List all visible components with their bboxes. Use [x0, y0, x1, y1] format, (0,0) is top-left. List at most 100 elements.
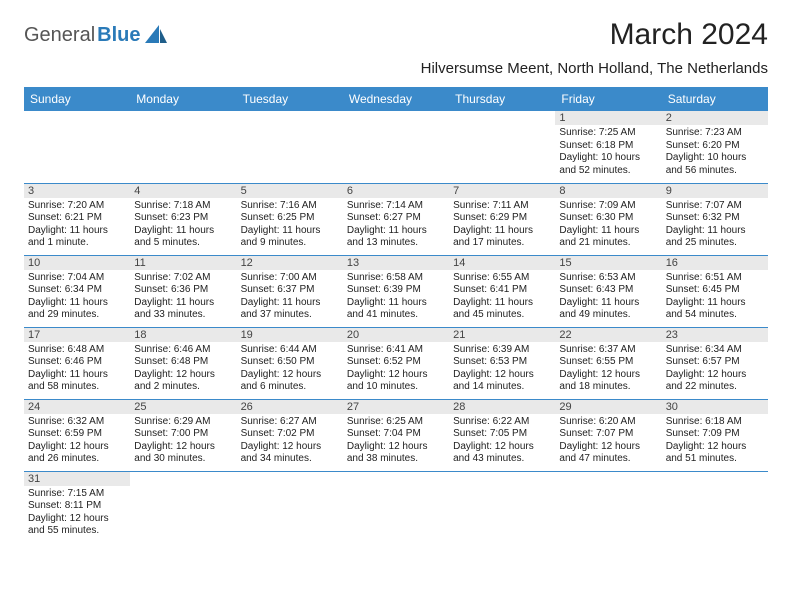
- calendar-cell: 2Sunrise: 7:23 AMSunset: 6:20 PMDaylight…: [662, 111, 768, 183]
- calendar-cell: 5 Sunrise: 7:16 AMSunset: 6:25 PMDaylight…: [237, 183, 343, 255]
- day-detail: Sunrise: 6:51 AMSunset: 6:45 PMDaylight:…: [666, 272, 764, 322]
- calendar-body: 1 Sunrise: 7:25 AMSunset: 6:18 PMDaylight…: [24, 111, 768, 543]
- day-number: 20: [343, 328, 449, 342]
- calendar-cell: 26 Sunrise: 6:27 AMSunset: 7:02 PMDayligh…: [237, 399, 343, 471]
- day-number: 26: [237, 400, 343, 414]
- calendar-cell: 19 Sunrise: 6:44 AMSunset: 6:50 PMDayligh…: [237, 327, 343, 399]
- calendar-cell: [237, 111, 343, 183]
- calendar-cell: 18 Sunrise: 6:46 AMSunset: 6:48 PMDayligh…: [130, 327, 236, 399]
- day-detail: Sunrise: 6:39 AMSunset: 6:53 PMDaylight:…: [453, 344, 551, 394]
- calendar-cell: [449, 471, 555, 543]
- calendar-cell: 14Sunrise: 6:55 AMSunset: 6:41 PMDayligh…: [449, 255, 555, 327]
- day-number: 4: [130, 184, 236, 198]
- day-number: 17: [24, 328, 130, 342]
- day-number: 12: [237, 256, 343, 270]
- day-detail: Sunrise: 7:04 AMSunset: 6:34 PMDaylight:…: [28, 272, 126, 322]
- day-detail: Sunrise: 6:46 AMSunset: 6:48 PMDaylight:…: [134, 344, 232, 394]
- day-detail: Sunrise: 7:07 AMSunset: 6:32 PMDaylight:…: [666, 200, 764, 250]
- logo-text-general: General: [24, 24, 95, 47]
- day-number: 1: [555, 111, 661, 125]
- day-number: 28: [449, 400, 555, 414]
- calendar-cell: 3 Sunrise: 7:20 AMSunset: 6:21 PMDaylight…: [24, 183, 130, 255]
- day-header: Friday: [555, 87, 661, 111]
- day-detail: Sunrise: 6:44 AMSunset: 6:50 PMDaylight:…: [241, 344, 339, 394]
- title-block: March 2024 Hilversumse Meent, North Holl…: [421, 18, 768, 83]
- day-detail: Sunrise: 6:41 AMSunset: 6:52 PMDaylight:…: [347, 344, 445, 394]
- calendar-cell: [555, 471, 661, 543]
- day-detail: Sunrise: 7:00 AMSunset: 6:37 PMDaylight:…: [241, 272, 339, 322]
- day-detail: Sunrise: 7:18 AMSunset: 6:23 PMDaylight:…: [134, 200, 232, 250]
- calendar-cell: 31 Sunrise: 7:15 AMSunset: 8:11 PMDayligh…: [24, 471, 130, 543]
- day-detail: Sunrise: 6:32 AMSunset: 6:59 PMDaylight:…: [28, 416, 126, 466]
- day-detail: Sunrise: 7:15 AMSunset: 8:11 PMDaylight:…: [28, 488, 126, 538]
- day-detail: Sunrise: 7:02 AMSunset: 6:36 PMDaylight:…: [134, 272, 232, 322]
- logo: General Blue: [24, 24, 167, 47]
- calendar-cell: 29Sunrise: 6:20 AMSunset: 7:07 PMDayligh…: [555, 399, 661, 471]
- calendar-cell: 10 Sunrise: 7:04 AMSunset: 6:34 PMDayligh…: [24, 255, 130, 327]
- day-number: 5: [237, 184, 343, 198]
- day-detail: Sunrise: 6:58 AMSunset: 6:39 PMDaylight:…: [347, 272, 445, 322]
- calendar-cell: 9 Sunrise: 7:07 AMSunset: 6:32 PMDaylight…: [662, 183, 768, 255]
- calendar-cell: [130, 111, 236, 183]
- day-number: 8: [555, 184, 661, 198]
- day-detail: Sunrise: 7:25 AMSunset: 6:18 PMDaylight:…: [559, 127, 657, 177]
- calendar-cell: 6Sunrise: 7:14 AMSunset: 6:27 PMDaylight…: [343, 183, 449, 255]
- calendar-cell: [343, 111, 449, 183]
- location-subtitle: Hilversumse Meent, North Holland, The Ne…: [421, 60, 768, 77]
- day-number: 23: [662, 328, 768, 342]
- day-detail: Sunrise: 6:34 AMSunset: 6:57 PMDaylight:…: [666, 344, 764, 394]
- day-number: 25: [130, 400, 236, 414]
- day-detail: Sunrise: 6:18 AMSunset: 7:09 PMDaylight:…: [666, 416, 764, 466]
- logo-text-blue: Blue: [97, 24, 140, 47]
- day-number: 7: [449, 184, 555, 198]
- calendar-cell: 4 Sunrise: 7:18 AMSunset: 6:23 PMDaylight…: [130, 183, 236, 255]
- day-number: 3: [24, 184, 130, 198]
- day-detail: Sunrise: 6:27 AMSunset: 7:02 PMDaylight:…: [241, 416, 339, 466]
- day-number: 30: [662, 400, 768, 414]
- day-detail: Sunrise: 7:20 AMSunset: 6:21 PMDaylight:…: [28, 200, 126, 250]
- day-detail: Sunrise: 7:16 AMSunset: 6:25 PMDaylight:…: [241, 200, 339, 250]
- page-header: General Blue March 2024 Hilversumse Meen…: [24, 18, 768, 83]
- calendar-table: SundayMondayTuesdayWednesdayThursdayFrid…: [24, 87, 768, 543]
- calendar-cell: 12 Sunrise: 7:00 AMSunset: 6:37 PMDayligh…: [237, 255, 343, 327]
- calendar-cell: 23 Sunrise: 6:34 AMSunset: 6:57 PMDayligh…: [662, 327, 768, 399]
- day-header: Thursday: [449, 87, 555, 111]
- day-header: Sunday: [24, 87, 130, 111]
- calendar-cell: 27Sunrise: 6:25 AMSunset: 7:04 PMDayligh…: [343, 399, 449, 471]
- day-number: 16: [662, 256, 768, 270]
- day-number: 9: [662, 184, 768, 198]
- calendar-cell: [662, 471, 768, 543]
- day-number: 18: [130, 328, 236, 342]
- day-number: 31: [24, 472, 130, 486]
- calendar-cell: [343, 471, 449, 543]
- day-number: 21: [449, 328, 555, 342]
- day-detail: Sunrise: 7:11 AMSunset: 6:29 PMDaylight:…: [453, 200, 551, 250]
- month-title: March 2024: [421, 18, 768, 52]
- calendar-cell: [237, 471, 343, 543]
- day-detail: Sunrise: 6:29 AMSunset: 7:00 PMDaylight:…: [134, 416, 232, 466]
- day-number: 19: [237, 328, 343, 342]
- calendar-cell: 24Sunrise: 6:32 AMSunset: 6:59 PMDayligh…: [24, 399, 130, 471]
- calendar-cell: 20 Sunrise: 6:41 AMSunset: 6:52 PMDayligh…: [343, 327, 449, 399]
- day-detail: Sunrise: 7:23 AMSunset: 6:20 PMDaylight:…: [666, 127, 764, 177]
- calendar-cell: 8Sunrise: 7:09 AMSunset: 6:30 PMDaylight…: [555, 183, 661, 255]
- day-number: 10: [24, 256, 130, 270]
- day-header: Wednesday: [343, 87, 449, 111]
- calendar-cell: 1 Sunrise: 7:25 AMSunset: 6:18 PMDaylight…: [555, 111, 661, 183]
- day-detail: Sunrise: 6:22 AMSunset: 7:05 PMDaylight:…: [453, 416, 551, 466]
- calendar-cell: 30 Sunrise: 6:18 AMSunset: 7:09 PMDayligh…: [662, 399, 768, 471]
- calendar-cell: 15Sunrise: 6:53 AMSunset: 6:43 PMDayligh…: [555, 255, 661, 327]
- day-number: 22: [555, 328, 661, 342]
- day-header: Monday: [130, 87, 236, 111]
- day-header: Saturday: [662, 87, 768, 111]
- day-detail: Sunrise: 6:48 AMSunset: 6:46 PMDaylight:…: [28, 344, 126, 394]
- calendar-head: SundayMondayTuesdayWednesdayThursdayFrid…: [24, 87, 768, 111]
- day-detail: Sunrise: 6:55 AMSunset: 6:41 PMDaylight:…: [453, 272, 551, 322]
- day-number: 6: [343, 184, 449, 198]
- calendar-cell: 16 Sunrise: 6:51 AMSunset: 6:45 PMDayligh…: [662, 255, 768, 327]
- day-detail: Sunrise: 6:37 AMSunset: 6:55 PMDaylight:…: [559, 344, 657, 394]
- calendar-cell: 11Sunrise: 7:02 AMSunset: 6:36 PMDayligh…: [130, 255, 236, 327]
- day-header: Tuesday: [237, 87, 343, 111]
- day-detail: Sunrise: 6:53 AMSunset: 6:43 PMDaylight:…: [559, 272, 657, 322]
- calendar-cell: 17 Sunrise: 6:48 AMSunset: 6:46 PMDayligh…: [24, 327, 130, 399]
